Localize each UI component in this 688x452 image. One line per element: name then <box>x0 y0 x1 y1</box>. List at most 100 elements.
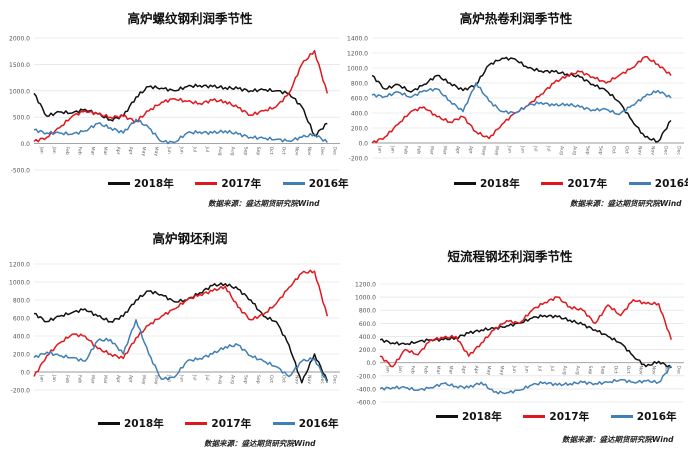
y-tick-label: -500.0 <box>11 168 31 175</box>
legend-swatch-2018 <box>436 415 458 418</box>
x-tick-label: May <box>486 366 492 376</box>
x-tick-label: Sep <box>585 146 591 155</box>
chart-legend: 2018年 2017年 2016年 <box>436 409 688 424</box>
y-tick-label: -600.0 <box>357 400 377 407</box>
chart-title: 高炉螺纹钢利润季节性 <box>127 11 253 26</box>
x-tick-label: Dec <box>332 147 338 156</box>
series-line-2017 <box>379 296 673 368</box>
x-tick-label: Aug <box>574 366 580 375</box>
x-tick-label: Sep <box>255 375 261 384</box>
legend-label-2016: 2016年 <box>636 411 677 423</box>
y-tick-label: 400.0 <box>359 334 376 341</box>
x-tick-label: Aug <box>217 375 223 384</box>
chart-panel-rebar: 高炉螺纹钢利润季节性 2000.0 1500.0 1000.0 500.0 0.0 -50… <box>0 0 349 226</box>
series-line-2017 <box>33 269 329 377</box>
series-line-2016 <box>33 319 328 384</box>
x-tick-label: Feb <box>403 146 409 154</box>
x-tick-label: Mar <box>448 366 454 375</box>
x-tick-label: Oct <box>625 366 631 374</box>
x-tick-label: Mar <box>89 147 95 156</box>
series-line-2017 <box>371 55 672 144</box>
x-tick-label: Feb <box>77 375 83 383</box>
legend-label-2018: 2018年 <box>480 178 520 190</box>
source-note: 数据来源：盛达期货研究院Wind <box>570 199 682 208</box>
chart-legend: 2018年 2017年 2016年 <box>108 176 367 191</box>
x-tick-label: May <box>481 146 487 156</box>
legend-swatch-2016 <box>282 182 305 185</box>
legend-swatch-2017 <box>195 182 218 185</box>
x-tick-label: Jul <box>549 365 555 372</box>
y-tick-label: 1500.0 <box>9 62 30 69</box>
x-tick-label: Dec <box>319 375 325 384</box>
x-tick-label: Dec <box>332 375 338 384</box>
y-tick-label: 0.0 <box>358 141 368 148</box>
y-tick-label: 500.0 <box>13 115 30 122</box>
series-line-2018 <box>33 83 328 137</box>
x-tick-label: Nov <box>637 146 643 155</box>
y-tick-label: -200.0 <box>357 373 377 380</box>
legend-swatch-2016 <box>610 415 633 418</box>
legend-label-2016: 2016年 <box>308 178 349 190</box>
y-tick-label: 800.0 <box>351 81 368 88</box>
legend-swatch-2018 <box>108 182 130 185</box>
chart-title: 短流程钢坯利润季节性 <box>447 249 573 264</box>
x-tick-label: Apr <box>460 366 466 374</box>
x-tick-label: Nov <box>306 375 312 384</box>
x-tick-label: Mar <box>429 146 435 155</box>
x-tick-label: Jul <box>204 146 210 153</box>
x-tick-label: Jul <box>533 145 539 152</box>
x-tick-label: Mar <box>442 146 448 155</box>
x-tick-label: Jul <box>546 145 552 152</box>
y-tick-label: 600.0 <box>359 321 376 328</box>
x-tick-label: Apr <box>473 366 479 374</box>
x-tick-label: Sep <box>255 147 261 156</box>
legend-label-2017: 2017年 <box>567 178 608 190</box>
x-tick-label: Nov <box>293 375 299 384</box>
chart-plot: 1200.0 1000.0 800.0 600.0 400.0 200.0 0.0 -200.… <box>9 262 340 395</box>
x-tick-label: Nov <box>293 147 299 156</box>
x-tick-label: Jan <box>38 374 44 382</box>
chart-panel-billet: 高炉钢坯利润 1200.0 1000.0 800.0 600.0 400.0 200.0 0… <box>0 226 344 452</box>
legend-label-2017: 2017年 <box>221 178 262 190</box>
y-tick-label: 1000.0 <box>355 295 376 302</box>
x-tick-label: Aug <box>230 375 236 384</box>
y-tick-label: 800.0 <box>359 308 376 315</box>
x-tick-label: Feb <box>77 147 83 155</box>
x-tick-label: Oct <box>268 147 274 155</box>
x-tick-label: Mar <box>102 147 108 156</box>
x-tick-label: Jun <box>524 365 530 373</box>
x-tick-label: Jan <box>51 146 57 154</box>
x-tick-label: May <box>494 146 500 156</box>
x-tick-label: Sep <box>242 147 248 156</box>
y-tick-label: 1200.0 <box>9 262 30 269</box>
x-tick-label: Jul <box>204 374 210 381</box>
y-tick-label: 200.0 <box>13 352 30 359</box>
x-tick-label: Jun <box>511 365 517 373</box>
legend-label-2017: 2017年 <box>549 411 590 423</box>
x-tick-label: Sep <box>598 146 604 155</box>
y-tick-label: 1200.0 <box>355 282 376 289</box>
x-tick-label: Apr <box>128 375 134 383</box>
x-tick-label: Sep <box>600 366 606 375</box>
legend-swatch-2016 <box>272 422 295 425</box>
legend-swatch-2017 <box>185 422 208 425</box>
x-tick-label: Feb <box>64 147 70 155</box>
x-tick-label: Jul <box>536 365 542 372</box>
x-tick-label: Oct <box>624 146 630 154</box>
x-tick-label: Dec <box>663 366 669 375</box>
x-tick-label: Nov <box>650 146 656 155</box>
x-tick-label: Apr <box>115 147 121 155</box>
legend-label-2018: 2018年 <box>124 418 164 430</box>
source-note: 数据来源：盛达期货研究院Wind <box>208 199 320 208</box>
y-tick-label: 1000.0 <box>9 88 30 95</box>
x-tick-label: Mar <box>89 375 95 384</box>
series-line-2018 <box>371 56 672 143</box>
series-line-2018 <box>33 282 329 384</box>
x-tick-label: May <box>153 147 159 157</box>
x-tick-label: Oct <box>268 375 274 383</box>
series-line-2018 <box>379 314 672 369</box>
x-tick-label: Oct <box>612 366 618 374</box>
x-tick-label: May <box>140 147 146 157</box>
x-tick-label: Feb <box>416 146 422 154</box>
x-tick-label: Jan <box>38 146 44 154</box>
